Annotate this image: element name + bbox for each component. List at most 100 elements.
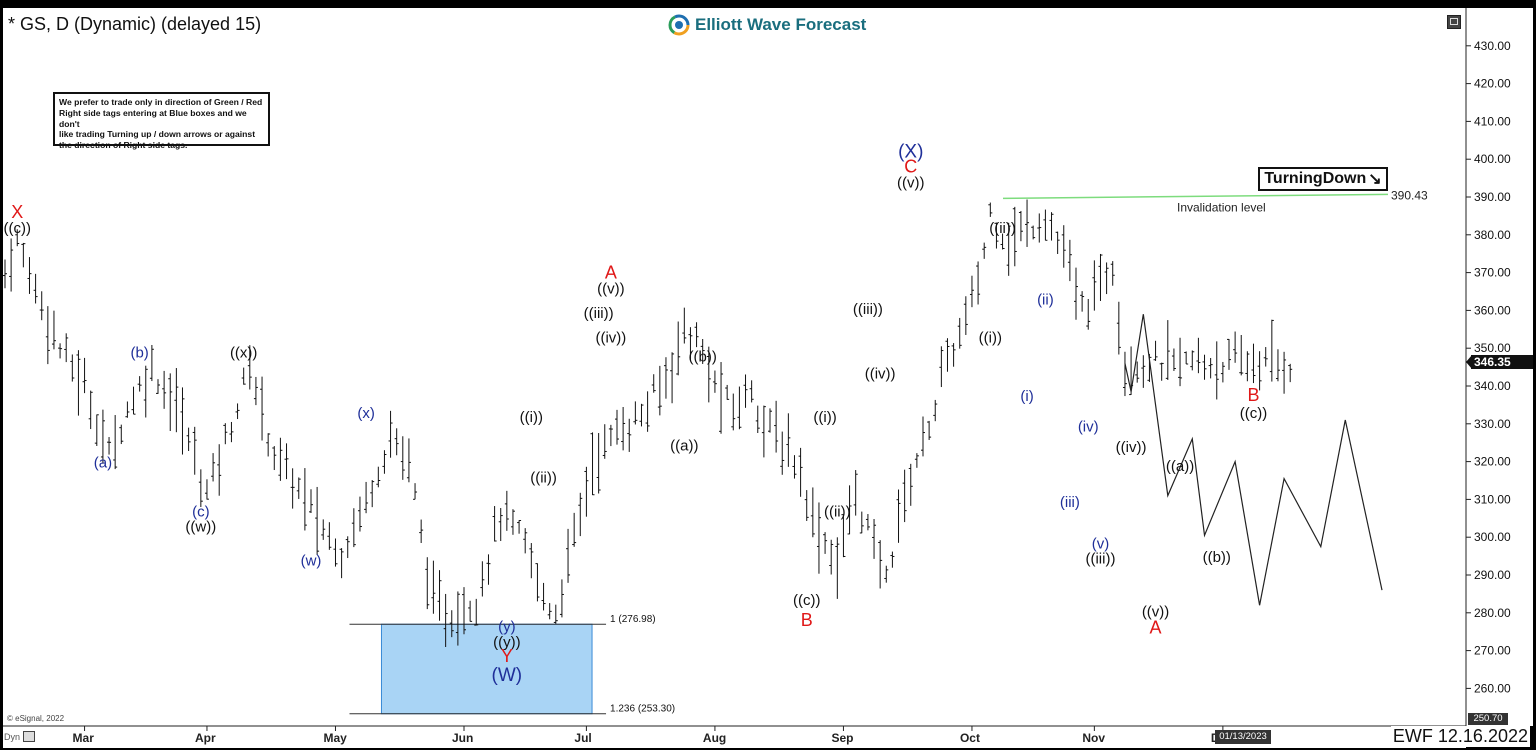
ohlc-bar — [1037, 213, 1042, 243]
ohlc-bar — [437, 570, 442, 621]
ohlc-bar — [627, 418, 632, 452]
ohlc-bar — [1184, 351, 1189, 365]
ohlc-bar — [633, 401, 638, 425]
ohlc-bar — [676, 321, 681, 376]
ohlc-bar — [694, 322, 699, 348]
wave-label: (a) — [94, 454, 112, 471]
wave-labels: X((c))(b)(a)(c)((w))((x))(w)(x)(y)((y))Y… — [3, 141, 1267, 686]
wave-label: ((iv)) — [865, 365, 896, 382]
ohlc-bar — [315, 486, 320, 555]
wave-label: ((iii)) — [1085, 551, 1115, 568]
ohlc-bar — [1018, 210, 1023, 242]
price-tick-label: 400.00 — [1474, 152, 1511, 166]
ohlc-bar — [480, 561, 485, 597]
ohlc-bar — [804, 490, 809, 521]
price-tick-label: 430.00 — [1474, 39, 1511, 53]
ohlc-bar — [21, 242, 26, 268]
wave-label: ((v)) — [597, 280, 624, 297]
wave-label: ((w)) — [185, 519, 216, 536]
ohlc-bar — [125, 401, 130, 418]
ohlc-bar — [1080, 291, 1085, 312]
ohlc-bar — [474, 598, 479, 626]
wave-label: ((b)) — [1203, 549, 1231, 566]
price-tick-label: 380.00 — [1474, 228, 1511, 242]
ohlc-bar — [1006, 222, 1011, 276]
ohlc-bar — [584, 466, 589, 517]
ohlc-bar — [229, 421, 234, 443]
ohlc-bar — [670, 352, 675, 404]
ohlc-bar — [339, 548, 344, 579]
ohlc-bar — [449, 610, 454, 638]
ohlc-bar — [309, 489, 313, 514]
ohlc-bar — [180, 387, 185, 455]
wave-label: (c) — [192, 503, 210, 520]
ohlc-bar — [951, 343, 956, 367]
ohlc-bar — [70, 354, 75, 382]
footer-stamp: EWF 12.16.2022 — [1390, 726, 1530, 747]
ohlc-bar — [327, 522, 332, 550]
ohlc-bar — [645, 391, 650, 432]
ohlc-bar — [847, 485, 852, 535]
wave-label: ((ii)) — [989, 220, 1016, 237]
ohlc-bar — [865, 514, 870, 531]
disclaimer-line: We prefer to trade only in direction of … — [59, 97, 263, 107]
ohlc-bar — [260, 376, 265, 441]
ohlc-bar — [1288, 363, 1293, 383]
ohlc-bar — [884, 565, 889, 583]
ohlc-bar — [419, 519, 424, 543]
wave-label: ((y)) — [493, 634, 520, 651]
ohlc-bar — [510, 509, 515, 535]
ohlc-bar — [761, 405, 766, 458]
ohlc-bar — [786, 413, 791, 467]
price-tick-label: 370.00 — [1474, 266, 1511, 280]
ohlc-bar — [345, 536, 350, 559]
dyn-box-icon[interactable] — [23, 731, 36, 742]
ohlc-bar — [816, 502, 821, 574]
ohlc-bar — [302, 468, 307, 531]
ohlc-bar — [872, 518, 877, 559]
ohlc-bar — [217, 444, 222, 496]
price-tick-label: 410.00 — [1474, 114, 1511, 128]
price-tick-label: 310.00 — [1474, 492, 1511, 506]
wave-label: B — [1247, 385, 1259, 405]
wave-label: C — [904, 156, 917, 176]
ohlc-bar — [468, 600, 473, 622]
ohlc-bar — [810, 487, 815, 538]
ohlc-bar — [333, 538, 338, 567]
ohlc-bar — [725, 384, 730, 400]
wave-label: ((iii)) — [584, 305, 614, 322]
ohlc-bar — [719, 362, 724, 434]
invalidation-line — [1002, 193, 1389, 200]
ohlc-bar — [284, 443, 289, 480]
ohlc-bar — [1171, 348, 1176, 371]
month-label: Mar — [73, 731, 95, 745]
current-price-pointer — [1466, 354, 1472, 369]
ohlc-bar — [792, 455, 797, 479]
ohlc-bar — [504, 490, 509, 531]
ohlc-bar — [64, 333, 69, 363]
ohlc-bar — [976, 261, 981, 305]
price-axis-ticks: 260.00 270.00 280.00 290.00 300.00 310.00 320.… — [1466, 39, 1511, 695]
ohlc-bar — [823, 532, 828, 554]
ohlc-bar — [608, 424, 613, 447]
ohlc-bar — [1159, 362, 1164, 381]
ohlc-bar — [1031, 225, 1036, 240]
ohlc-bar — [755, 405, 760, 433]
dyn-corner-tag: Dyn — [4, 730, 36, 743]
price-tick-label: 340.00 — [1474, 379, 1511, 393]
brand-ring-icon — [668, 14, 690, 36]
maximize-icon[interactable] — [1447, 15, 1461, 29]
ohlc-bar — [1135, 361, 1140, 383]
month-label: Jun — [452, 731, 473, 745]
ohlc-bar — [1275, 349, 1280, 382]
month-label: May — [323, 731, 347, 745]
ohlc-bar — [1196, 337, 1201, 374]
price-tick-label: 260.00 — [1474, 681, 1511, 695]
ohlc-bar — [768, 408, 772, 433]
wave-label: (w) — [301, 553, 322, 570]
ohlc-bar — [247, 345, 252, 390]
invalidation-price-label: 390.43 — [1391, 188, 1428, 202]
wave-label: ((iv)) — [1116, 439, 1147, 456]
ohlc-bar — [1086, 298, 1091, 330]
ohlc-bar — [700, 338, 705, 364]
